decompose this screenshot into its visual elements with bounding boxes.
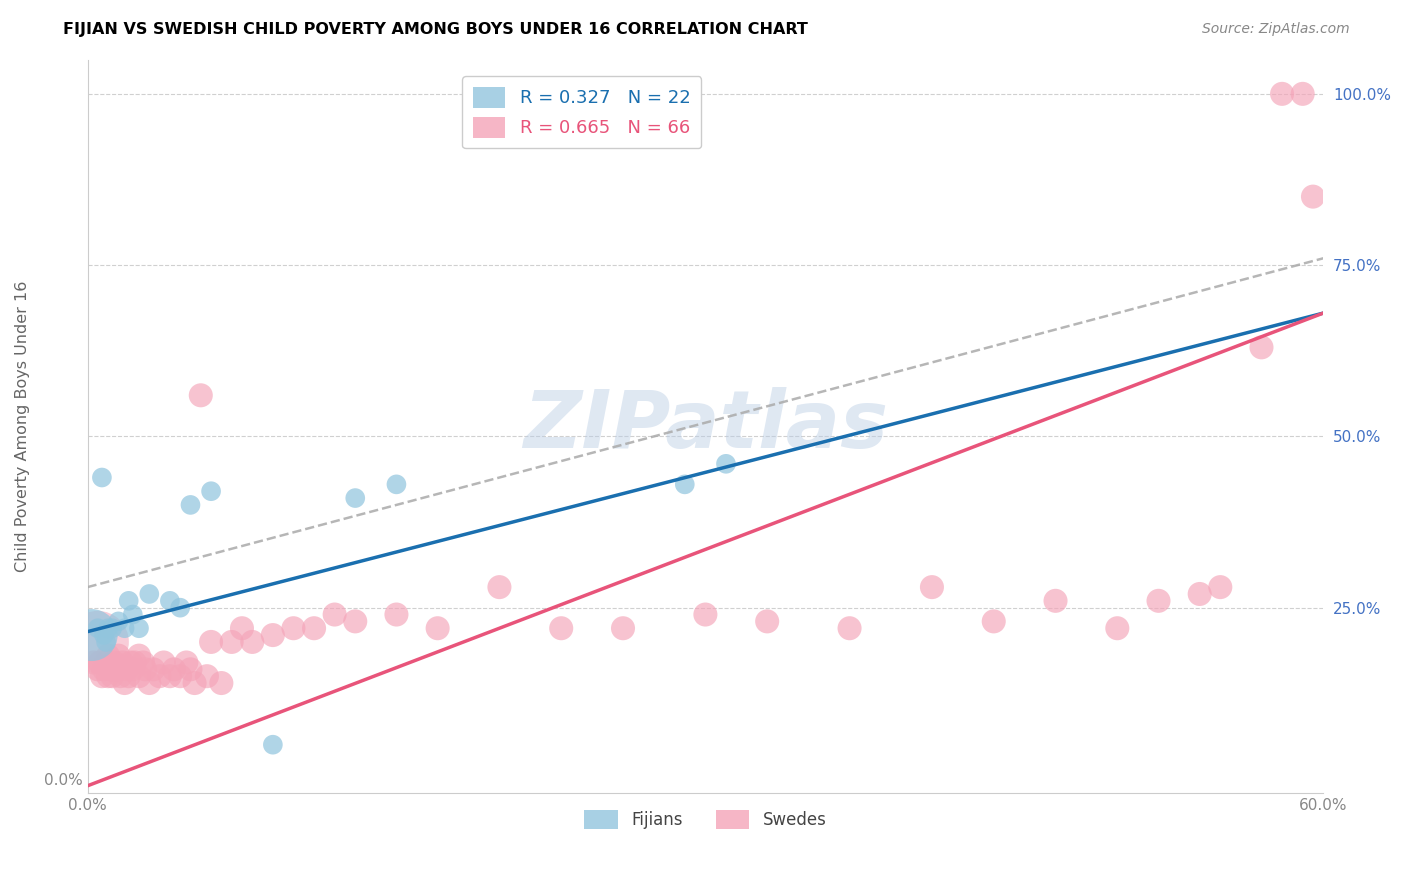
Point <box>200 635 222 649</box>
Point <box>134 662 156 676</box>
Point <box>323 607 346 622</box>
Point <box>302 621 325 635</box>
Point <box>90 669 112 683</box>
Point <box>169 600 191 615</box>
Point <box>97 648 120 663</box>
Point <box>83 656 105 670</box>
Point <box>714 457 737 471</box>
Point <box>87 621 110 635</box>
Point <box>1045 594 1067 608</box>
Point <box>114 676 136 690</box>
Point <box>756 615 779 629</box>
Point <box>87 635 110 649</box>
Point <box>121 662 143 676</box>
Point <box>107 648 129 663</box>
Point <box>90 470 112 484</box>
Point <box>190 388 212 402</box>
Point <box>169 669 191 683</box>
Point <box>550 621 572 635</box>
Text: FIJIAN VS SWEDISH CHILD POVERTY AMONG BOYS UNDER 16 CORRELATION CHART: FIJIAN VS SWEDISH CHILD POVERTY AMONG BO… <box>63 22 808 37</box>
Point <box>149 669 172 683</box>
Point <box>89 656 111 670</box>
Point <box>111 656 134 670</box>
Point <box>97 621 120 635</box>
Point <box>488 580 510 594</box>
Point <box>124 656 146 670</box>
Point <box>103 656 125 670</box>
Point <box>921 580 943 594</box>
Point <box>673 477 696 491</box>
Point <box>1271 87 1294 101</box>
Point <box>118 669 141 683</box>
Point <box>838 621 860 635</box>
Point <box>128 669 150 683</box>
Point <box>231 621 253 635</box>
Point <box>344 615 367 629</box>
Point <box>93 662 115 676</box>
Point <box>142 662 165 676</box>
Point <box>101 669 124 683</box>
Point <box>1107 621 1129 635</box>
Point <box>163 662 186 676</box>
Text: Source: ZipAtlas.com: Source: ZipAtlas.com <box>1202 22 1350 37</box>
Point <box>1302 189 1324 203</box>
Point <box>97 669 120 683</box>
Y-axis label: Child Poverty Among Boys Under 16: Child Poverty Among Boys Under 16 <box>15 280 30 572</box>
Point <box>1292 87 1315 101</box>
Point <box>240 635 263 649</box>
Point <box>87 662 110 676</box>
Point <box>132 656 155 670</box>
Point <box>159 594 181 608</box>
Point <box>128 621 150 635</box>
Point <box>105 662 128 676</box>
Point <box>80 628 103 642</box>
Point <box>115 662 138 676</box>
Point <box>1147 594 1170 608</box>
Point <box>344 491 367 505</box>
Point <box>183 676 205 690</box>
Point <box>93 628 115 642</box>
Point <box>138 676 160 690</box>
Point <box>209 676 232 690</box>
Point <box>262 628 284 642</box>
Point <box>176 656 198 670</box>
Legend: Fijians, Swedes: Fijians, Swedes <box>578 803 834 836</box>
Point <box>179 662 201 676</box>
Point <box>385 607 408 622</box>
Point <box>385 477 408 491</box>
Point <box>152 656 174 670</box>
Point <box>118 594 141 608</box>
Point <box>221 635 243 649</box>
Point <box>1209 580 1232 594</box>
Point <box>283 621 305 635</box>
Point <box>195 669 218 683</box>
Point <box>107 615 129 629</box>
Point <box>200 484 222 499</box>
Point <box>983 615 1005 629</box>
Point <box>110 669 132 683</box>
Point <box>128 648 150 663</box>
Point <box>98 662 121 676</box>
Point <box>94 635 117 649</box>
Point <box>1188 587 1211 601</box>
Text: ZIPatlas: ZIPatlas <box>523 387 887 465</box>
Point <box>138 587 160 601</box>
Point <box>114 621 136 635</box>
Point <box>612 621 634 635</box>
Point <box>159 669 181 683</box>
Point <box>101 621 124 635</box>
Point <box>179 498 201 512</box>
Point <box>426 621 449 635</box>
Point <box>695 607 717 622</box>
Point <box>120 656 142 670</box>
Point <box>262 738 284 752</box>
Point <box>121 607 143 622</box>
Point <box>1250 340 1272 354</box>
Point <box>94 656 117 670</box>
